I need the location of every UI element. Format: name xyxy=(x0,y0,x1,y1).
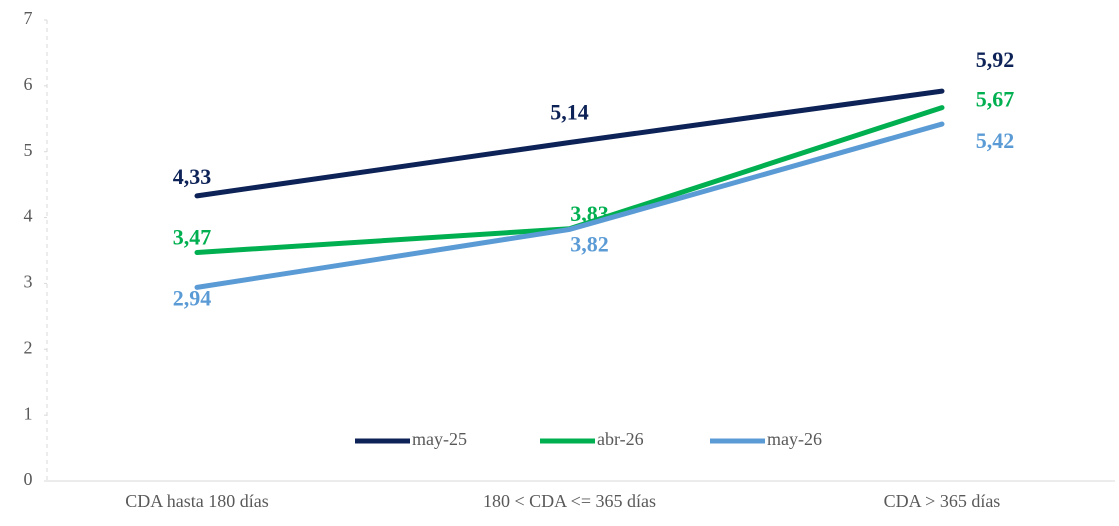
data-label: 3,82 xyxy=(570,231,609,256)
y-tick-label: 6 xyxy=(24,74,33,94)
x-tick-label: CDA > 365 días xyxy=(884,491,1001,511)
legend-label: abr-26 xyxy=(597,429,644,449)
data-label: 5,14 xyxy=(550,100,589,125)
y-tick-label: 2 xyxy=(24,337,33,357)
data-label: 4,33 xyxy=(173,164,212,189)
y-tick-label: 0 xyxy=(24,469,33,489)
data-label: 3,47 xyxy=(173,225,212,250)
y-tick-label: 3 xyxy=(24,272,33,292)
x-tick-label: CDA hasta 180 días xyxy=(125,491,269,511)
data-label: 2,94 xyxy=(173,285,212,310)
x-tick-label: 180 < CDA <= 365 días xyxy=(483,491,656,511)
line-series xyxy=(194,88,945,199)
y-tick-label: 5 xyxy=(24,140,33,160)
legend-label: may-26 xyxy=(767,429,822,449)
y-tick-label: 1 xyxy=(24,403,33,423)
data-label: 5,42 xyxy=(976,128,1015,153)
line-series xyxy=(194,121,945,290)
data-label: 5,67 xyxy=(976,87,1015,112)
data-label: 5,92 xyxy=(976,47,1015,72)
y-tick-label: 7 xyxy=(24,8,33,28)
legend-label: may-25 xyxy=(412,429,467,449)
y-tick-label: 4 xyxy=(24,206,33,226)
